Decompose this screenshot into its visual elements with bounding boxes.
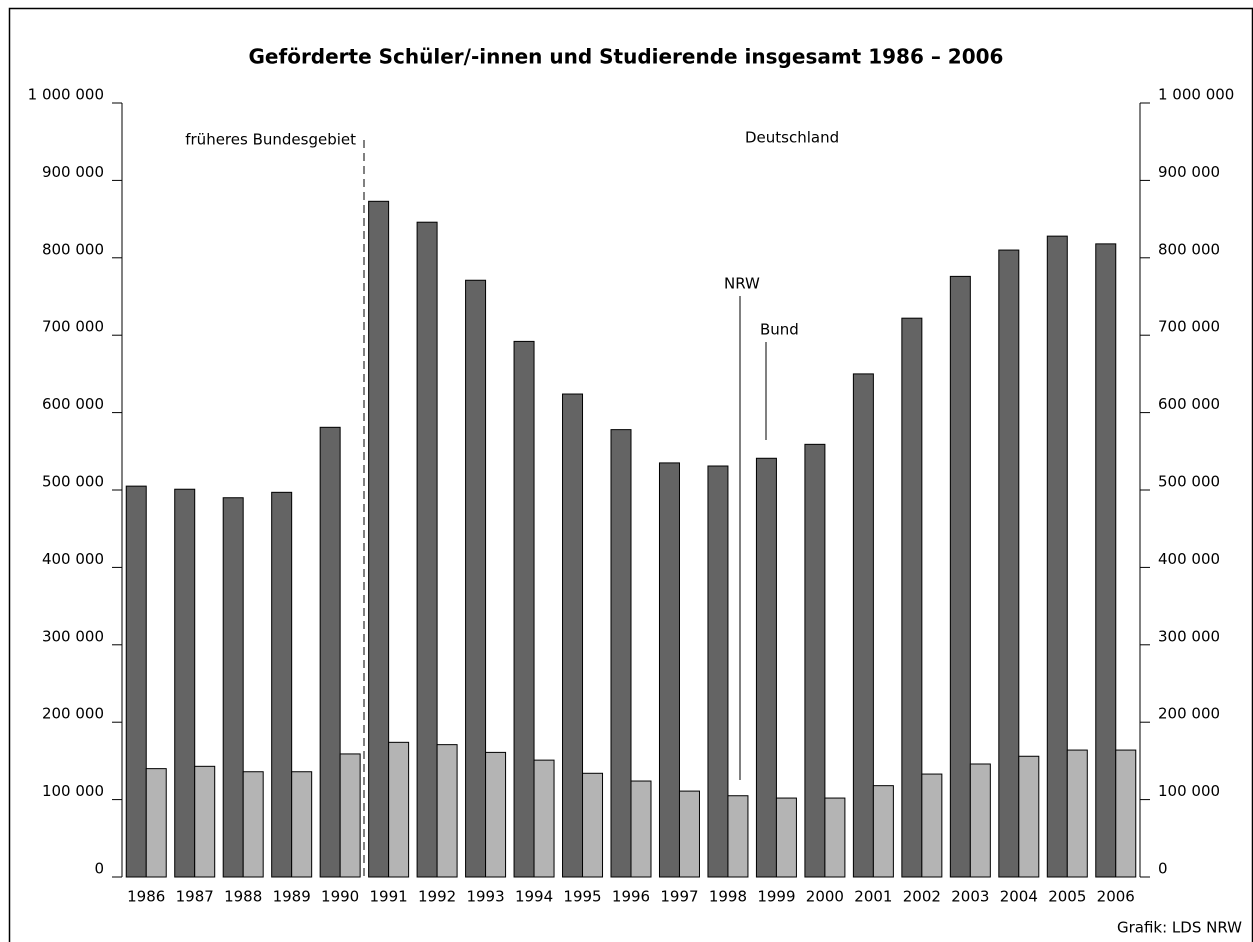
x-tick-label: 1990 (321, 888, 359, 906)
y-tick-label: 600 000 (42, 395, 104, 413)
bar (1095, 243, 1117, 878)
x-tick-label: 2002 (903, 888, 941, 906)
bar (465, 279, 487, 878)
y-tick-label: 200 000 (42, 705, 104, 723)
legend-label: NRW (724, 275, 760, 293)
bar (194, 765, 216, 878)
x-tick-label: 1999 (757, 888, 795, 906)
bar (1046, 235, 1068, 878)
bar (998, 249, 1020, 878)
annotation: Deutschland (745, 129, 839, 147)
x-tick-label: 1991 (370, 888, 408, 906)
x-tick-label: 1995 (563, 888, 601, 906)
y2-tick-label: 600 000 (1158, 395, 1220, 413)
y2-tick-label: 300 000 (1158, 627, 1220, 645)
y2-tick-label: 1 000 000 (1158, 86, 1234, 104)
bar (707, 465, 729, 878)
x-tick-label: 1987 (176, 888, 214, 906)
y2-tick-label: 700 000 (1158, 318, 1220, 336)
bar (319, 426, 341, 878)
bar (969, 763, 991, 878)
bar (727, 795, 749, 878)
x-tick-label: 1992 (418, 888, 456, 906)
y-tick-label: 400 000 (42, 550, 104, 568)
x-tick-label: 2004 (1000, 888, 1038, 906)
bar (1115, 749, 1137, 878)
y-tick-label: 800 000 (42, 240, 104, 258)
x-tick-label: 1998 (709, 888, 747, 906)
y-tick-label: 300 000 (42, 627, 104, 645)
bar (388, 741, 410, 878)
bar (513, 340, 535, 878)
x-tick-label: 2005 (1048, 888, 1086, 906)
y2-tick-label: 100 000 (1158, 782, 1220, 800)
y-tick-label: 900 000 (42, 163, 104, 181)
bar (242, 771, 264, 878)
bar (678, 790, 700, 878)
bar (582, 772, 604, 878)
y-tick-label: 100 000 (42, 782, 104, 800)
bar (1066, 749, 1088, 878)
x-tick-label: 2003 (951, 888, 989, 906)
bar (222, 497, 244, 878)
y-tick-label: 1 000 000 (28, 86, 104, 104)
x-tick-label: 2000 (806, 888, 844, 906)
source: Grafik: LDS NRW (1117, 919, 1242, 937)
x-tick-label: 1994 (515, 888, 553, 906)
bar (368, 200, 390, 878)
x-tick-label: 1997 (660, 888, 698, 906)
bar (824, 797, 846, 878)
bar (658, 462, 680, 878)
y2-tick-label: 0 (1158, 860, 1168, 878)
annotation: früheres Bundesgebiet (185, 131, 356, 149)
x-tick-label: 1988 (224, 888, 262, 906)
bar (921, 773, 943, 878)
bar (125, 485, 147, 878)
bar (630, 780, 652, 878)
y2-tick-label: 900 000 (1158, 163, 1220, 181)
bar (174, 488, 196, 878)
bar (872, 785, 894, 878)
y2-tick-label: 200 000 (1158, 705, 1220, 723)
y2-tick-label: 500 000 (1158, 473, 1220, 491)
bar (291, 771, 313, 878)
x-tick-label: 2006 (1097, 888, 1135, 906)
bar (271, 491, 293, 878)
bar (1018, 755, 1040, 878)
x-tick-label: 2001 (854, 888, 892, 906)
bar (145, 768, 167, 878)
bar (416, 221, 438, 878)
bar (533, 759, 555, 878)
bar (852, 373, 874, 878)
legend-label: Bund (760, 321, 799, 339)
x-tick-label: 1993 (466, 888, 504, 906)
y-tick-label: 0 (94, 860, 104, 878)
x-tick-label: 1996 (612, 888, 650, 906)
x-tick-label: 1986 (127, 888, 165, 906)
bar (755, 457, 777, 878)
y2-tick-label: 800 000 (1158, 240, 1220, 258)
y2-tick-label: 400 000 (1158, 550, 1220, 568)
bar (804, 443, 826, 878)
chart-title: Geförderte Schüler/-innen und Studierend… (249, 45, 1004, 69)
bar (610, 429, 632, 878)
bar (775, 797, 797, 878)
x-tick-label: 1989 (273, 888, 311, 906)
bar (436, 744, 458, 878)
bar (562, 393, 584, 878)
y-tick-label: 700 000 (42, 318, 104, 336)
y-tick-label: 500 000 (42, 473, 104, 491)
bar (901, 317, 923, 878)
bar (339, 753, 361, 878)
bar (949, 275, 971, 878)
bar (485, 751, 507, 878)
